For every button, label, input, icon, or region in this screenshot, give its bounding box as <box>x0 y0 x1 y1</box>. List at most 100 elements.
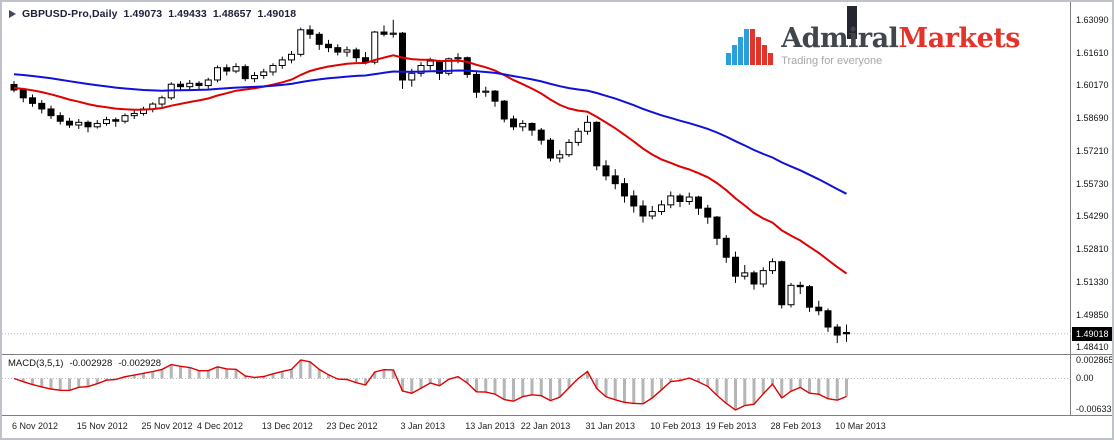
candle <box>241 66 249 80</box>
candle <box>47 108 55 117</box>
macd-pane: MACD(3,5,1) -0.002928 -0.002928 <box>2 355 1071 415</box>
time-axis-label: 31 Jan 2013 <box>585 421 636 431</box>
price-axis-label: 1.52810 <box>1076 244 1109 255</box>
candle <box>371 31 379 63</box>
candle <box>130 112 138 117</box>
logo-wordmark: AdmiralMarkets <box>781 25 1020 52</box>
candle <box>510 118 517 128</box>
logo-bar <box>738 37 744 65</box>
low-value: 1.48657 <box>212 8 252 20</box>
candle <box>565 141 573 156</box>
candle <box>639 205 647 217</box>
candle <box>297 29 305 55</box>
bid-price-tag: 1.49018 <box>1072 326 1112 341</box>
ma-line-blue <box>13 69 847 195</box>
candle <box>93 122 101 128</box>
candle <box>843 332 850 335</box>
candle <box>769 261 776 272</box>
price-axis-label: 1.49850 <box>1076 310 1109 321</box>
candle <box>695 196 702 209</box>
main-chart-pane: GBPUSD-Pro,Daily 1.49073 1.49433 1.48657… <box>2 2 1071 354</box>
candle <box>19 89 27 99</box>
candle <box>463 57 471 75</box>
candle <box>676 195 684 202</box>
candle <box>824 310 832 328</box>
macd-axis-label: 0.00 <box>1076 373 1094 384</box>
candle <box>278 59 286 66</box>
candle <box>352 49 360 59</box>
time-axis-label: 4 Dec 2012 <box>197 421 244 431</box>
candle <box>584 121 591 132</box>
time-axis-label: 19 Feb 2013 <box>705 421 757 431</box>
candle <box>177 83 184 88</box>
logo-brand-primary: Admiral <box>781 23 899 54</box>
candle <box>223 67 231 72</box>
candle <box>482 90 490 93</box>
chart-title: GBPUSD-Pro,Daily 1.49073 1.49433 1.48657… <box>9 8 296 20</box>
candlestick-chart-canvas[interactable] <box>2 2 1071 354</box>
price-axis-label: 1.54290 <box>1076 211 1109 222</box>
candle <box>611 175 619 185</box>
candle <box>121 115 129 122</box>
time-axis-label: 22 Jan 2013 <box>520 421 571 431</box>
candle <box>112 119 120 122</box>
time-axis-label: 25 Nov 2012 <box>141 421 193 431</box>
candle <box>158 97 166 105</box>
candle <box>195 82 203 87</box>
axis-separator <box>2 415 1112 416</box>
price-axis-label: 1.63090 <box>1076 15 1109 25</box>
price-axis-label: 1.61610 <box>1076 47 1109 58</box>
candle <box>214 67 221 81</box>
candle <box>806 286 813 308</box>
price-axis[interactable]: 1.63090 1.61610 1.60170 1.58690 1.57210 1.557… <box>1072 2 1112 354</box>
candle <box>630 195 638 207</box>
pane-separator[interactable] <box>2 354 1112 355</box>
candle <box>306 29 314 35</box>
macd-axis-label: -0.006335 <box>1076 404 1114 414</box>
candle <box>491 90 499 102</box>
candle <box>186 82 194 88</box>
candle <box>796 284 804 288</box>
candle <box>537 129 545 141</box>
candles-group <box>10 19 850 344</box>
time-axis-label: 15 Nov 2012 <box>76 421 128 431</box>
time-axis-label: 3 Jan 2013 <box>400 421 446 431</box>
macd-axis-label: 0.002865 <box>1076 355 1114 365</box>
price-axis-label: 1.48410 <box>1076 342 1109 353</box>
candle <box>232 66 240 72</box>
candle <box>334 47 342 53</box>
price-axis-label: 1.60170 <box>1076 80 1109 91</box>
macd-chart-canvas[interactable] <box>2 355 1071 415</box>
candle <box>750 272 758 285</box>
candle <box>103 119 110 124</box>
logo-bar <box>756 37 762 65</box>
candle <box>408 72 416 81</box>
chart-shift-marker[interactable] <box>847 6 857 39</box>
candle <box>445 58 453 74</box>
candle <box>815 306 823 312</box>
logo-bar <box>762 45 768 65</box>
candle <box>667 195 675 206</box>
candle <box>500 100 508 120</box>
logo-bar <box>744 29 750 65</box>
admiral-markets-logo: AdmiralMarkets Trading for everyone <box>726 25 1020 67</box>
time-axis-label: 23 Dec 2012 <box>326 421 378 431</box>
high-value: 1.49433 <box>168 8 207 20</box>
candle <box>251 75 258 80</box>
candle <box>556 154 564 159</box>
price-axis-label: 1.57210 <box>1076 146 1109 157</box>
candle <box>288 53 295 61</box>
time-axis[interactable]: 6 Nov 2012 15 Nov 2012 25 Nov 2012 4 Dec 20… <box>2 416 1112 438</box>
time-axis-label: 13 Dec 2012 <box>261 421 313 431</box>
open-value: 1.49073 <box>123 8 163 20</box>
candle <box>315 33 323 45</box>
macd-axis[interactable]: 0.002865 0.00 -0.006335 <box>1072 355 1114 415</box>
time-axis-label: 10 Feb 2013 <box>650 421 701 431</box>
candle <box>547 139 554 159</box>
logo-text: AdmiralMarkets Trading for everyone <box>781 25 1020 67</box>
ma-line-red <box>13 54 848 275</box>
candle <box>704 207 712 218</box>
one-click-trading-arrow[interactable] <box>9 10 16 18</box>
candle <box>593 121 601 167</box>
